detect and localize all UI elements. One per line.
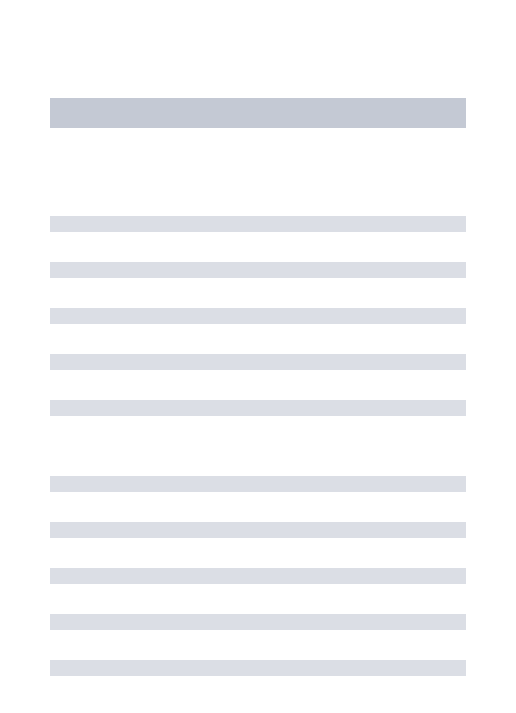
- skeleton-line: [50, 568, 466, 584]
- skeleton-line: [50, 522, 466, 538]
- skeleton-header-bar: [50, 98, 466, 128]
- skeleton-line: [50, 400, 466, 416]
- skeleton-line: [50, 354, 466, 370]
- skeleton-line: [50, 216, 466, 232]
- skeleton-line: [50, 476, 466, 492]
- skeleton-line: [50, 262, 466, 278]
- skeleton-loader: [50, 98, 466, 676]
- skeleton-line: [50, 308, 466, 324]
- skeleton-line: [50, 614, 466, 630]
- skeleton-line: [50, 660, 466, 676]
